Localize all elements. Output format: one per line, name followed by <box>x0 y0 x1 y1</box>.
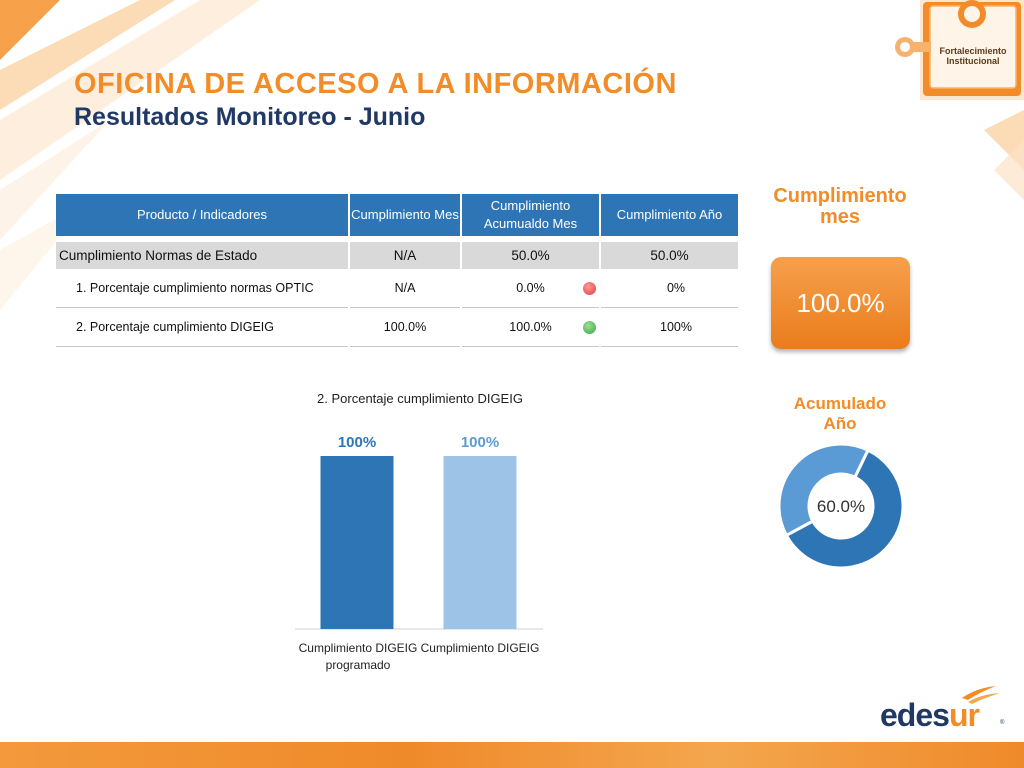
page-subtitle: Resultados Monitoreo - Junio <box>74 103 426 131</box>
row-mes: N/A <box>350 269 460 308</box>
row-anio: 0% <box>666 280 686 295</box>
table-row: 2. Porcentaje cumplimiento DIGEIG 100.0%… <box>56 308 738 347</box>
row-acumulado: 0.0% <box>462 269 599 308</box>
category-label: programado <box>326 658 391 672</box>
col-header-acumulado: Cumplimiento Acumualdo Mes <box>462 194 599 236</box>
background-decoration-right <box>984 110 1024 200</box>
category-label: Cumplimiento DIGEIG <box>421 641 540 655</box>
badge-label: Fortalecimiento Institucional <box>928 46 1018 66</box>
row-acumulado: 100.0% <box>462 308 599 347</box>
cumplimiento-mes-label-line1: Cumplimiento <box>773 185 907 207</box>
row-label: 2. Porcentaje cumplimiento DIGEIG <box>56 308 348 347</box>
indicators-table: Producto / Indicadores Cumplimiento Mes … <box>54 194 740 347</box>
col-header-mes: Cumplimiento Mes <box>350 194 460 236</box>
col-header-anio: Cumplimiento Año <box>601 194 738 236</box>
group-acumulado: 50.0% <box>462 242 599 269</box>
puzzle-badge-icon <box>895 0 1024 100</box>
badge-line2: Institucional <box>946 56 1000 66</box>
chart-title: 2. Porcentaje cumplimiento DIGEIG <box>317 391 523 406</box>
category-label: Cumplimiento DIGEIG <box>299 641 418 655</box>
row-anio-cell: 0% <box>583 269 738 308</box>
group-label: Cumplimiento Normas de Estado <box>56 242 348 269</box>
acumulado-anio-label-line1: Acumulado <box>793 394 887 413</box>
table-row: 1. Porcentaje cumplimiento normas OPTIC … <box>56 269 738 308</box>
group-anio: 50.0% <box>601 242 738 269</box>
acumulado-anio-label-line2: Año <box>823 414 857 433</box>
edesur-logo: edesur ® <box>880 686 1005 732</box>
page-title: OFICINA DE ACCESO A LA INFORMACIÓN <box>74 68 677 100</box>
row-mes: 100.0% <box>350 308 460 347</box>
donut-hole <box>809 474 873 538</box>
cumplimiento-mes-label-line2: mes <box>819 206 861 228</box>
donut-slice <box>777 442 870 538</box>
table-group-row: Cumplimiento Normas de Estado N/A 50.0% … <box>56 242 738 269</box>
svg-text:edesur: edesur <box>880 697 979 732</box>
table-header-row: Producto / Indicadores Cumplimiento Mes … <box>56 194 738 236</box>
donut-center-value: 60.0% <box>817 497 865 516</box>
row-label: 1. Porcentaje cumplimiento normas OPTIC <box>56 269 348 308</box>
row-anio: 100% <box>660 319 692 334</box>
cumplimiento-mes-label: Cumplimiento mes <box>760 186 920 228</box>
row-anio-cell: 100% <box>583 308 738 347</box>
bar <box>320 456 394 629</box>
col-header-producto: Producto / Indicadores <box>56 194 348 236</box>
status-green-icon <box>583 321 596 335</box>
bar <box>443 456 517 629</box>
cumplimiento-mes-value: 100.0% <box>771 257 910 349</box>
badge-line1: Fortalecimiento <box>939 46 1007 56</box>
background-decoration <box>0 0 260 310</box>
footer-bar <box>0 742 1024 768</box>
data-label: 100% <box>338 434 376 451</box>
data-label: 100% <box>461 434 499 451</box>
digeig-bar-chart: 2. Porcentaje cumplimiento DIGEIG 100% Cu… <box>295 391 543 672</box>
group-mes: N/A <box>350 242 460 269</box>
acumulado-donut-chart: 60.0% <box>777 442 905 570</box>
acumulado-anio-label: Acumulado Año <box>775 394 905 434</box>
svg-text:®: ® <box>1000 719 1005 726</box>
status-red-icon <box>583 282 596 296</box>
